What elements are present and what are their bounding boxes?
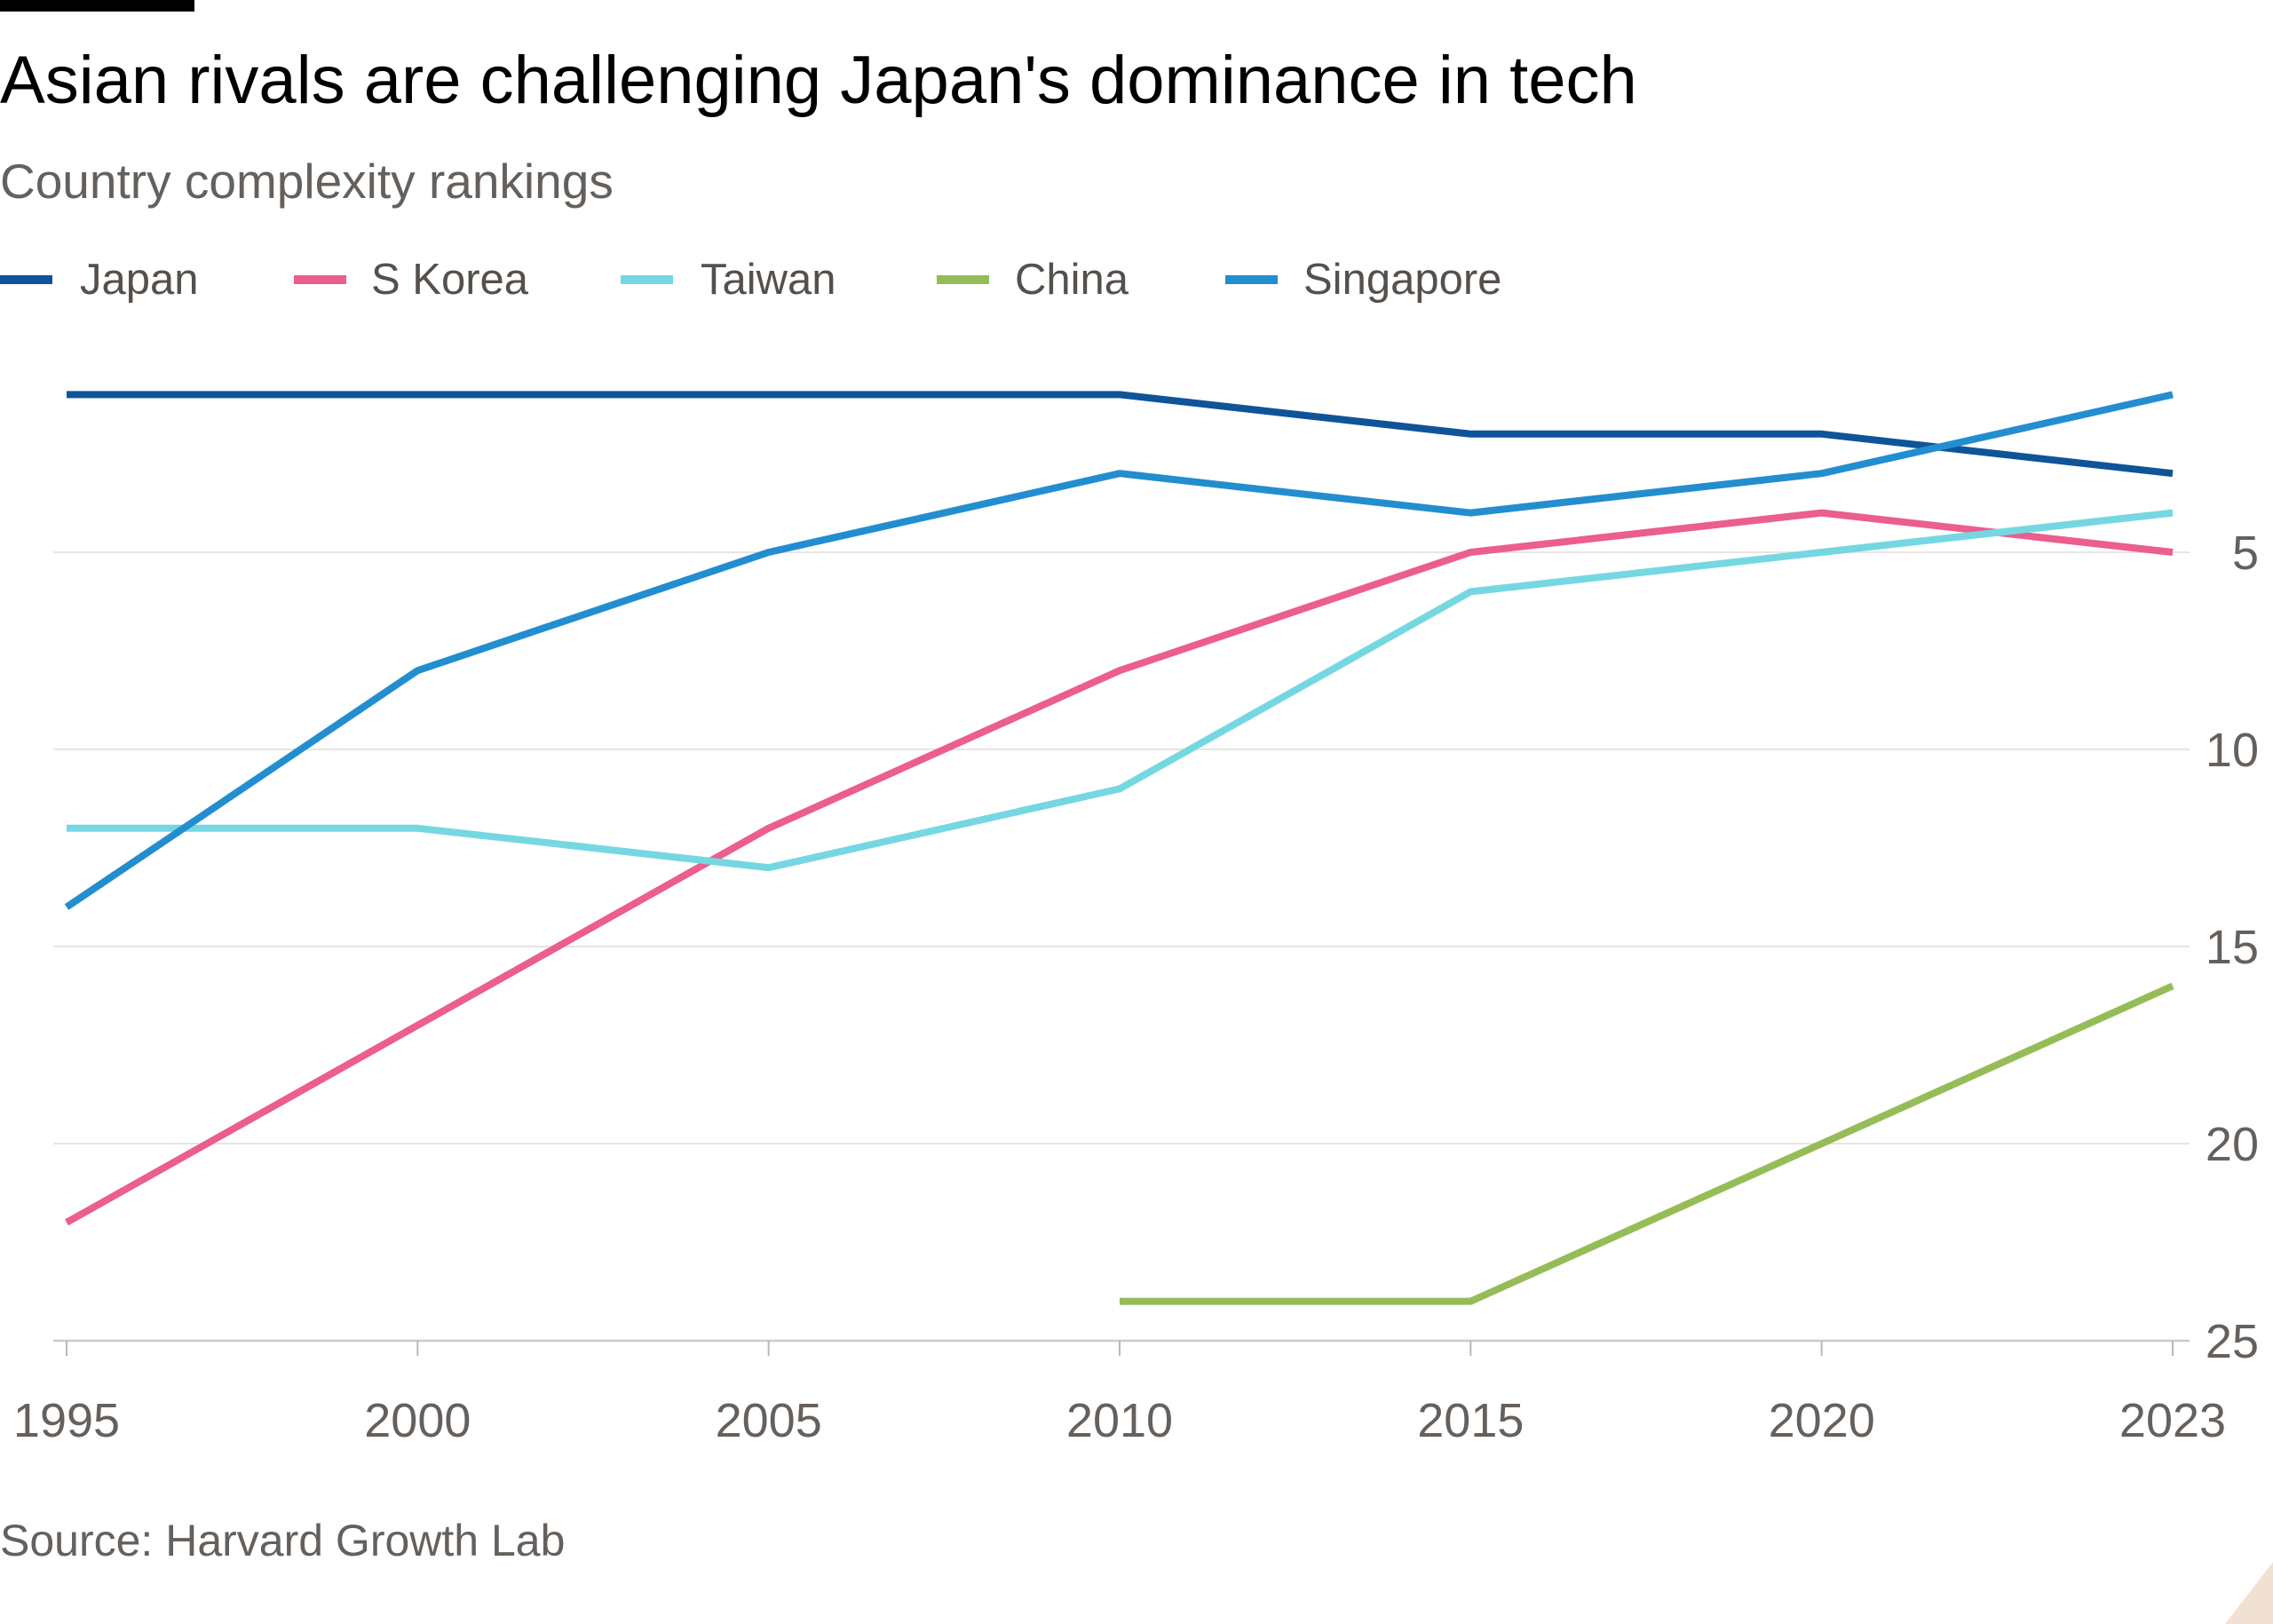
- series-lines: [64, 391, 2174, 1305]
- y-tick-label: 15: [2206, 921, 2259, 974]
- y-tick-label: 25: [2206, 1315, 2259, 1368]
- legend-swatch-taiwan: [621, 275, 673, 284]
- y-tick-label: 20: [2206, 1118, 2259, 1171]
- series-line-singapore: [64, 391, 2174, 910]
- chart-subtitle: Country complexity rankings: [0, 154, 614, 209]
- series-line-japan: [67, 391, 2174, 478]
- y-tick-label: 5: [2232, 527, 2259, 580]
- series-line-s-korea: [65, 509, 2174, 1226]
- legend-label: Taiwan: [701, 256, 836, 304]
- y-axis: 5 10 15 20 25: [2206, 527, 2259, 1368]
- chart-title: Asian rivals are challenging Japan's dom…: [0, 43, 1637, 118]
- gridlines: [53, 551, 2190, 1343]
- x-tick-label: 2005: [716, 1394, 822, 1447]
- x-tick-label: 2020: [1769, 1394, 1875, 1447]
- x-tick-label: 2000: [364, 1394, 471, 1447]
- legend-label: China: [1015, 256, 1129, 304]
- legend: Japan S Korea Taiwan China Singapore: [0, 253, 1776, 306]
- x-axis: 1995 2000 2005 2010 2015 2020 2023: [13, 1341, 2226, 1447]
- series-line-taiwan: [67, 509, 2174, 872]
- series-line-china: [1120, 982, 2174, 1305]
- legend-label: Singapore: [1303, 256, 1502, 304]
- legend-swatch-s-korea: [294, 275, 346, 284]
- x-tick-label: 2015: [1417, 1394, 1524, 1447]
- legend-swatch-singapore: [1225, 275, 1278, 284]
- source-note: Source: Harvard Growth Lab: [0, 1516, 566, 1565]
- corner-fold: [2225, 1562, 2273, 1624]
- x-tick-label: 2023: [2119, 1394, 2226, 1447]
- legend-label: Japan: [80, 256, 199, 304]
- header-accent-bar: [0, 0, 194, 12]
- legend-label: S Korea: [371, 256, 529, 304]
- y-tick-label: 10: [2206, 724, 2259, 777]
- legend-swatch-china: [937, 275, 989, 284]
- legend-swatch-japan: [0, 275, 52, 284]
- x-tick-label: 1995: [13, 1394, 120, 1447]
- x-tick-label: 2010: [1066, 1394, 1173, 1447]
